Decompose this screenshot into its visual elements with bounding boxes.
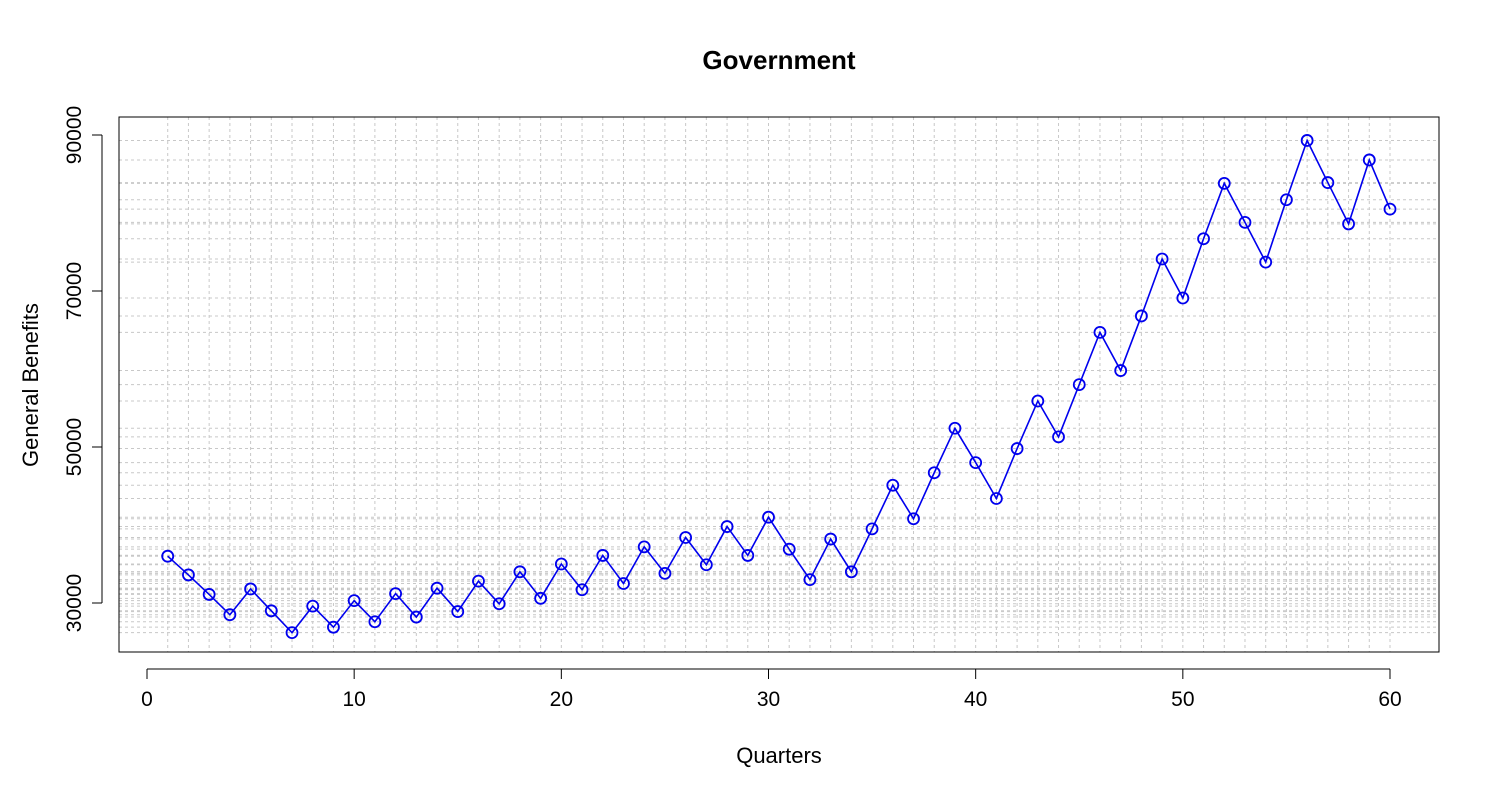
y-tick-label: 30000 [63, 574, 86, 632]
data-point [720, 520, 734, 533]
data-point [699, 558, 713, 572]
data-point [658, 566, 672, 580]
data-point [513, 565, 527, 579]
data-point [989, 492, 1003, 505]
data-point [596, 549, 610, 562]
data-point [554, 557, 568, 571]
data-point [844, 565, 858, 579]
data-series [161, 134, 1397, 640]
data-point [803, 573, 817, 586]
data-point [1321, 176, 1335, 189]
x-axis-label: Quarters [736, 743, 822, 768]
data-point [1197, 232, 1210, 246]
data-point [534, 591, 548, 605]
data-point [451, 605, 465, 618]
data-point [1300, 134, 1314, 147]
data-point [1093, 325, 1107, 339]
data-point [824, 532, 838, 546]
data-point [492, 597, 506, 611]
data-point [202, 588, 216, 601]
data-point [617, 577, 630, 590]
data-point [762, 510, 775, 524]
y-tick-label: 50000 [63, 418, 86, 476]
data-point [741, 549, 755, 562]
data-point [182, 568, 195, 582]
data-point [907, 512, 920, 526]
data-point [1072, 378, 1086, 392]
data-point [409, 610, 423, 624]
data-point [244, 582, 257, 596]
x-tick-label: 50 [1171, 688, 1194, 711]
data-point [264, 604, 278, 618]
y-axis: 30000 50000 70000 90000 [63, 106, 103, 632]
data-point [389, 587, 403, 601]
y-tick-label: 90000 [63, 106, 86, 164]
data-point [1155, 252, 1169, 266]
data-point [782, 542, 796, 556]
data-point [1238, 215, 1252, 229]
data-point [1010, 442, 1024, 455]
x-tick-label: 20 [550, 688, 573, 711]
data-point [1135, 309, 1148, 323]
data-point [306, 599, 320, 613]
data-point [161, 549, 175, 563]
data-point [1342, 217, 1355, 231]
x-tick-label: 0 [141, 688, 153, 711]
data-point [1031, 394, 1045, 408]
data-point [368, 615, 382, 629]
data-point [679, 531, 693, 544]
data-point [1114, 364, 1128, 377]
data-point [223, 608, 237, 622]
x-tick-label: 30 [757, 688, 780, 711]
data-point [1217, 176, 1231, 190]
data-point [927, 466, 941, 480]
data-point [347, 594, 361, 608]
data-point [637, 540, 651, 554]
x-tick-label: 60 [1378, 688, 1401, 711]
grid-lines [119, 117, 1439, 652]
x-tick-label: 10 [342, 688, 365, 711]
data-point [575, 583, 589, 597]
data-point [1176, 291, 1190, 305]
data-point [1052, 430, 1065, 444]
data-point [969, 456, 983, 470]
data-point [327, 620, 340, 634]
data-point [1362, 153, 1376, 167]
y-tick-label: 70000 [63, 262, 86, 320]
series-line [167, 138, 1391, 634]
data-point [430, 581, 444, 595]
y-axis-label: General Benefits [18, 303, 43, 467]
data-point [1383, 202, 1397, 216]
chart-title: Government [702, 45, 855, 75]
data-point [865, 522, 879, 536]
data-point [948, 421, 962, 435]
plot-frame [118, 116, 1440, 653]
data-point [1259, 255, 1273, 269]
x-tick-label: 40 [964, 688, 987, 711]
x-axis: 0 10 20 30 40 50 60 [141, 668, 1402, 711]
data-point [472, 574, 485, 588]
data-point [886, 478, 900, 492]
data-point [1280, 193, 1293, 207]
data-point [285, 626, 299, 640]
